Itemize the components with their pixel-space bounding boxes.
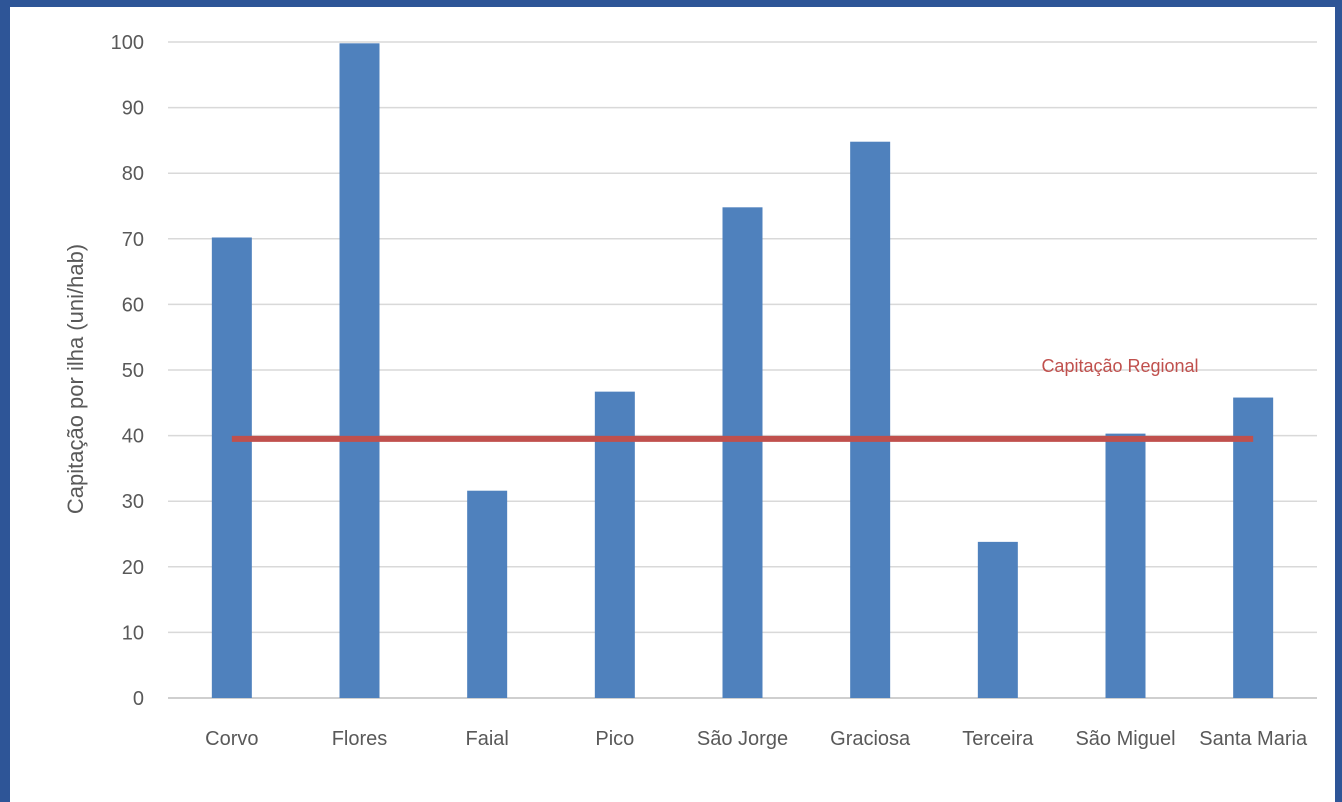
y-axis-ticks: 0 10 20 30 40 50 60 70 80 90 100 — [111, 32, 144, 710]
bar — [211, 237, 252, 698]
bar — [722, 207, 763, 698]
x-tick-label: São Miguel — [1075, 728, 1175, 750]
y-tick-label: 100 — [111, 32, 144, 54]
y-tick-label: 20 — [122, 557, 144, 579]
y-tick-label: 30 — [122, 491, 144, 513]
bar — [1233, 397, 1274, 698]
x-tick-label: Santa Maria — [1199, 728, 1308, 750]
reference-line-group: Capitação Regional — [231, 356, 1254, 442]
x-tick-label: Faial — [465, 728, 508, 750]
bars — [211, 43, 1274, 698]
y-axis-title: Capitação por ilha (uni/hab) — [63, 244, 88, 514]
y-tick-label: 80 — [122, 163, 144, 185]
x-tick-label: São Jorge — [697, 728, 788, 750]
x-tick-label: Graciosa — [830, 728, 911, 750]
x-axis-ticks: Corvo Flores Faial Pico São Jorge Graciosa Ter… — [205, 728, 1308, 750]
x-tick-label: Terceira — [962, 728, 1034, 750]
y-tick-label: 40 — [122, 426, 144, 448]
x-tick-label: Flores — [332, 728, 388, 750]
bar — [1105, 433, 1146, 698]
bar — [850, 141, 891, 698]
bar — [594, 391, 635, 698]
bar — [339, 43, 380, 698]
chart-frame: 0 10 20 30 40 50 60 70 80 90 100 Corvo Flores Faial P… — [10, 7, 1335, 802]
reference-line-label: Capitação Regional — [1041, 356, 1198, 376]
y-tick-label: 0 — [133, 688, 144, 710]
x-tick-label: Pico — [595, 728, 634, 750]
bar-chart: 0 10 20 30 40 50 60 70 80 90 100 Corvo Flores Faial P… — [63, 32, 1317, 750]
y-tick-label: 10 — [122, 622, 144, 644]
y-tick-label: 70 — [122, 229, 144, 251]
y-tick-label: 90 — [122, 98, 144, 120]
y-tick-label: 60 — [122, 294, 144, 316]
y-tick-label: 50 — [122, 360, 144, 382]
bar — [467, 490, 508, 698]
bar — [977, 541, 1018, 698]
x-tick-label: Corvo — [205, 728, 258, 750]
